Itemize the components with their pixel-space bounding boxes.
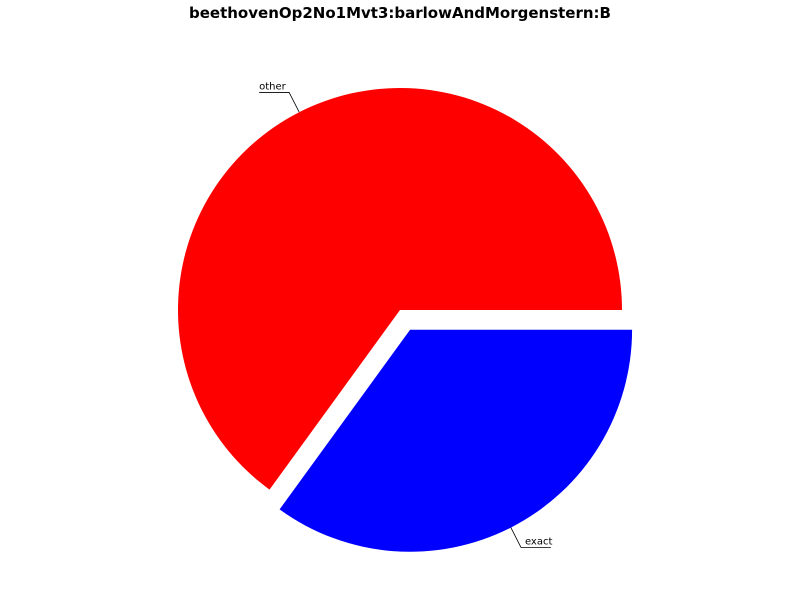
- pie-slice-exact: [279, 329, 633, 552]
- pie-slice-other: [178, 87, 622, 490]
- slices-layer: [178, 87, 633, 552]
- chart-title: beethovenOp2No1Mvt3:barlowAndMorgenstern…: [189, 4, 611, 22]
- slice-label-other: other: [259, 81, 287, 92]
- leader-line-exact: [510, 527, 551, 548]
- slice-label-exact: exact: [525, 536, 553, 547]
- labels-layer: other exact: [259, 81, 553, 548]
- leader-line-other: [259, 92, 300, 113]
